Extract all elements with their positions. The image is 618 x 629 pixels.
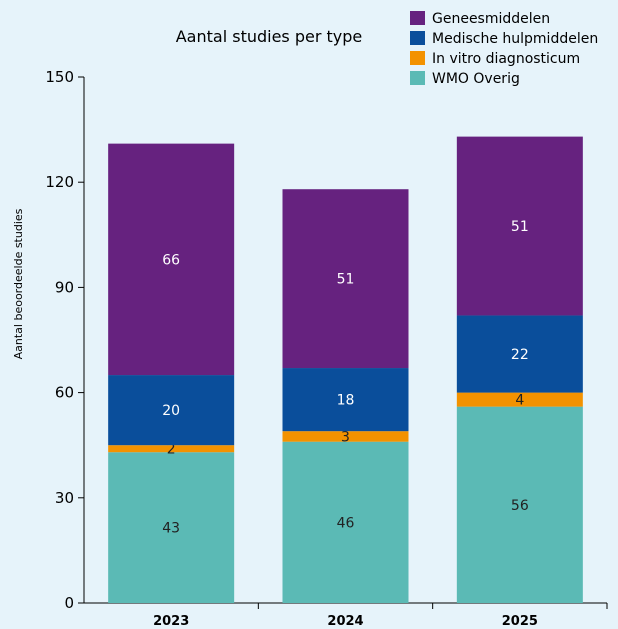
data-label: 3 <box>341 429 350 445</box>
data-label: 18 <box>337 393 355 409</box>
y-tick-label: 60 <box>55 384 74 402</box>
bars: 43 2 20 66 46 3 18 51 56 4 22 51 <box>108 136 583 603</box>
bar-segment <box>456 136 583 316</box>
bar-segment <box>456 392 583 407</box>
data-label: 2 <box>167 442 176 458</box>
data-label: 20 <box>162 403 180 419</box>
data-label: 4 <box>515 393 524 409</box>
legend-swatch <box>410 11 425 25</box>
y-tick-label: 120 <box>45 173 74 191</box>
data-label: 46 <box>337 515 355 531</box>
bar-segment <box>282 189 409 369</box>
y-tick-label: 30 <box>55 489 74 507</box>
bar-segment <box>282 441 409 603</box>
legend-swatch <box>410 71 425 85</box>
legend-label: Medische hulpmiddelen <box>432 31 598 47</box>
x-tick-label: 2025 <box>502 614 538 629</box>
legend-label: WMO Overig <box>432 71 520 87</box>
data-label: 51 <box>337 272 355 288</box>
bar-segment <box>108 445 235 453</box>
data-label: 56 <box>511 498 529 514</box>
x-tick-label: 2024 <box>327 614 363 629</box>
y-tick-label: 150 <box>45 68 74 86</box>
y-tick-label: 0 <box>64 594 74 612</box>
data-label: 66 <box>162 252 180 268</box>
legend-label: Geneesmiddelen <box>432 11 550 27</box>
data-label: 43 <box>162 521 180 537</box>
legend-label: In vitro diagnosticum <box>432 51 580 67</box>
x-tick-label: 2023 <box>153 614 189 629</box>
bar-segment <box>282 431 409 442</box>
bar-segment <box>456 315 583 393</box>
data-label: 51 <box>511 219 529 235</box>
legend-swatch <box>410 51 425 65</box>
bar-segment <box>456 406 583 603</box>
legend: Geneesmiddelen Medische hulpmiddelen In vi… <box>410 11 598 87</box>
data-label: 22 <box>511 347 529 363</box>
bar-segment <box>108 143 235 376</box>
chart-title: Aantal studies per type <box>176 27 363 46</box>
legend-swatch <box>410 31 425 45</box>
bar-segment <box>282 368 409 432</box>
y-tick-label: 90 <box>55 278 74 296</box>
bar-segment <box>108 375 235 446</box>
y-axis-label: Aantal beoordeelde studies <box>12 208 25 359</box>
bar-segment <box>108 452 235 603</box>
